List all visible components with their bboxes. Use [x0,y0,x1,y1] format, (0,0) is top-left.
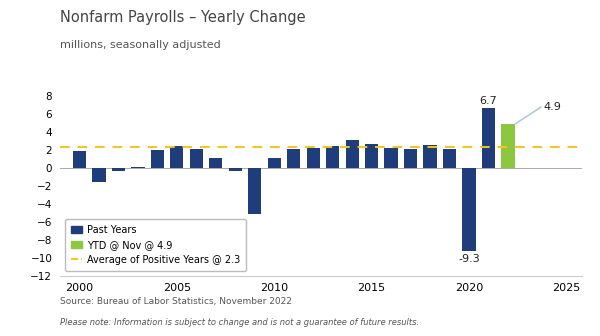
Bar [209,158,223,168]
Text: -9.3: -9.3 [458,254,480,264]
Bar [287,149,301,168]
Bar [482,108,495,168]
Bar [326,146,340,168]
Bar [346,140,359,168]
Bar [170,145,184,168]
Text: 6.7: 6.7 [479,96,497,106]
Bar [502,124,515,168]
Bar [112,168,125,171]
Bar [307,148,320,168]
Bar [385,148,398,168]
Bar [131,167,145,168]
Bar [151,150,164,168]
Text: 4.9: 4.9 [543,102,561,112]
Bar [268,158,281,168]
Bar [365,144,378,168]
Text: Please note: Information is subject to change and is not a guarantee of future r: Please note: Information is subject to c… [60,318,419,327]
Bar [92,168,106,182]
Text: Source: Bureau of Labor Statistics, November 2022: Source: Bureau of Labor Statistics, Nove… [60,297,292,306]
Bar [404,149,417,168]
Bar [443,149,456,168]
Bar [73,151,86,168]
Bar [248,168,262,214]
Text: millions, seasonally adjusted: millions, seasonally adjusted [60,40,221,50]
Legend: Past Years, YTD @ Nov @ 4.9, Average of Positive Years @ 2.3: Past Years, YTD @ Nov @ 4.9, Average of … [65,219,247,271]
Bar [229,168,242,171]
Text: Nonfarm Payrolls – Yearly Change: Nonfarm Payrolls – Yearly Change [60,10,305,25]
Bar [190,149,203,168]
Bar [463,168,476,251]
Bar [424,145,437,168]
